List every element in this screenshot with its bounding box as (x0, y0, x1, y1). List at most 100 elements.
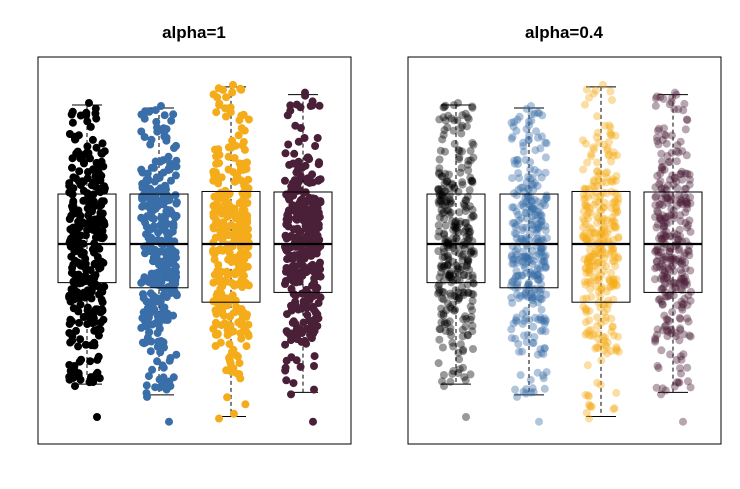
data-point (612, 388, 621, 397)
data-point (454, 294, 463, 302)
data-point (674, 255, 683, 264)
data-point (526, 269, 535, 278)
data-point (454, 146, 463, 154)
data-point (534, 224, 543, 233)
data-point (160, 303, 169, 312)
data-point (533, 265, 542, 274)
data-point (652, 223, 661, 232)
data-point (601, 169, 610, 178)
data-point (448, 217, 457, 226)
data-point (146, 347, 155, 356)
data-point (662, 273, 671, 281)
data-point (438, 264, 447, 273)
data-point (519, 252, 528, 261)
data-point (540, 344, 549, 353)
data-point (75, 177, 83, 186)
data-point (586, 252, 595, 261)
data-point (290, 176, 299, 185)
data-point (529, 180, 538, 189)
data-point (514, 185, 523, 194)
data-point (658, 163, 667, 171)
data-point (463, 331, 472, 340)
data-point (466, 315, 475, 324)
data-point (442, 269, 451, 278)
data-point (663, 315, 672, 324)
data-point (581, 229, 590, 238)
data-point (676, 170, 685, 178)
data-point (155, 298, 164, 306)
data-point (588, 257, 597, 266)
data-point (585, 331, 594, 340)
data-point (610, 198, 619, 206)
data-point (518, 309, 527, 318)
data-point (149, 291, 158, 300)
data-point (602, 216, 611, 225)
data-point (657, 390, 665, 399)
data-point (98, 139, 107, 148)
data-point (454, 155, 463, 164)
data-point (73, 271, 82, 280)
data-point (655, 180, 664, 189)
data-point (541, 138, 550, 147)
data-point (529, 224, 538, 233)
data-point (530, 292, 539, 301)
data-point (529, 257, 538, 265)
data-point (141, 107, 150, 116)
data-point (610, 278, 618, 287)
data-point (659, 230, 668, 239)
data-point (592, 282, 601, 291)
data-point (231, 141, 240, 150)
data-point (310, 279, 319, 288)
data-point (657, 149, 666, 158)
data-point (609, 217, 618, 225)
data-point (668, 286, 677, 295)
data-point (606, 128, 615, 137)
box-group (643, 88, 703, 426)
data-point (458, 325, 467, 334)
data-point (232, 174, 241, 182)
data-point (519, 199, 528, 208)
data-point (529, 293, 538, 302)
data-point (451, 218, 459, 227)
data-point (460, 373, 469, 382)
data-point (434, 232, 443, 241)
data-point (138, 338, 147, 347)
data-point (657, 184, 666, 193)
data-point (244, 115, 253, 124)
data-point (510, 254, 519, 263)
data-point (579, 136, 587, 145)
data-point (536, 244, 545, 253)
data-point (534, 133, 542, 142)
data-point (613, 208, 622, 217)
data-point (451, 224, 460, 233)
data-point (170, 144, 178, 152)
data-point (167, 176, 175, 185)
data-point (651, 275, 659, 284)
data-point (536, 218, 545, 227)
data-point (438, 200, 447, 209)
data-point (448, 369, 457, 378)
data-point (660, 130, 669, 139)
data-point (524, 136, 533, 145)
data-point (677, 369, 685, 378)
data-point (686, 332, 695, 341)
data-point (524, 330, 532, 339)
data-point (611, 196, 620, 205)
data-point (670, 229, 679, 238)
data-point (593, 181, 602, 190)
data-point (656, 169, 665, 178)
data-point (435, 199, 444, 208)
data-point (469, 212, 478, 221)
data-point (74, 342, 83, 351)
data-point (534, 298, 543, 307)
data-point (521, 291, 530, 300)
data-point (522, 104, 531, 113)
data-point (661, 214, 670, 223)
data-point (463, 192, 472, 201)
data-point (683, 314, 692, 323)
data-point (297, 304, 306, 313)
data-point (144, 231, 153, 240)
data-point (143, 212, 152, 221)
data-point (509, 122, 518, 131)
data-point (659, 326, 667, 335)
